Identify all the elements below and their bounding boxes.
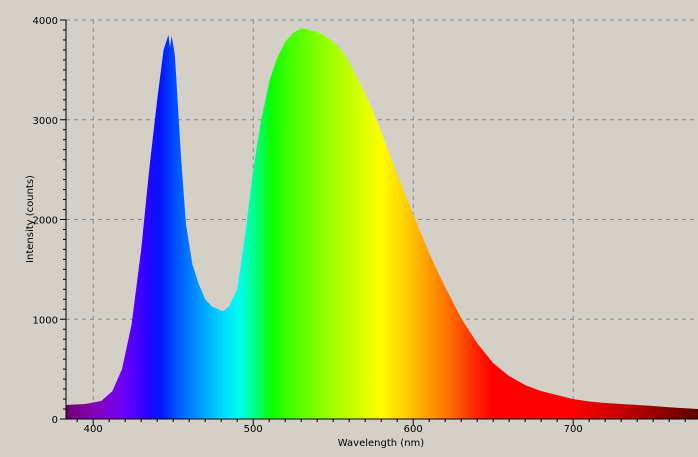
x-axis-label: Wavelength (nm)	[338, 438, 424, 449]
y-tick-label: 1000	[33, 315, 58, 326]
y-tick-label: 2000	[33, 216, 58, 227]
y-tick-label: 4000	[33, 16, 58, 27]
spectrum-area	[66, 28, 698, 419]
data-layer	[66, 28, 698, 419]
x-tick-label: 500	[244, 424, 263, 435]
x-tick-label: 400	[84, 424, 103, 435]
y-axis-label: Intensity (counts)	[25, 175, 36, 263]
x-tick-label: 600	[404, 424, 423, 435]
axes: 0 1000 2000 3000 4000 400 500 600 700	[33, 16, 698, 435]
y-tick-label: 3000	[33, 116, 58, 127]
y-tick-label: 0	[52, 415, 58, 426]
x-tick-label: 700	[564, 424, 583, 435]
